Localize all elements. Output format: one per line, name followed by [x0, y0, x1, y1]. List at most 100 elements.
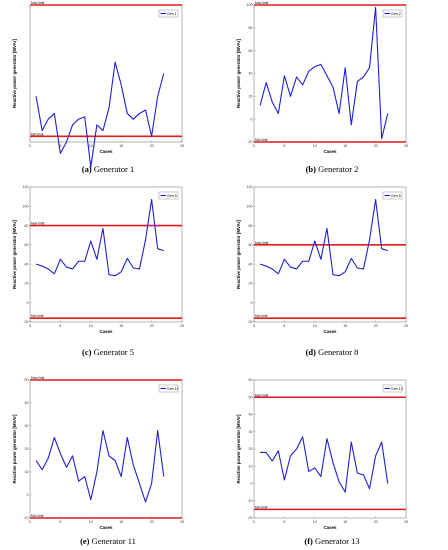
- x-tick-label: 10: [313, 324, 317, 328]
- max-limit-label: Max limit: [255, 393, 268, 397]
- legend-entry: Gen 2: [391, 12, 401, 16]
- x-tick-label: 20: [150, 520, 154, 524]
- y-tick-label: -20: [247, 140, 252, 144]
- plot-area: [253, 4, 407, 143]
- series-line: [35, 61, 165, 168]
- x-tick-label: 10: [313, 520, 317, 524]
- legend-entry: Gen 11: [167, 387, 179, 391]
- x-tick-label: 25: [404, 144, 408, 148]
- x-tick-label: 10: [313, 144, 317, 148]
- x-tick-label: 25: [180, 520, 184, 524]
- x-tick-label: 10: [89, 520, 93, 524]
- caption-letter: (c): [82, 347, 92, 357]
- panel-caption: (f) Generator 13: [304, 536, 359, 546]
- y-tick-label: 10: [249, 464, 253, 468]
- series-line: [35, 198, 164, 277]
- y-tick-label: 60: [249, 243, 253, 247]
- y-tick-label: 0: [27, 493, 29, 497]
- caption-text: Generator 13: [313, 536, 360, 546]
- series-line: [259, 6, 389, 140]
- y-tick-label: 100: [247, 3, 253, 7]
- x-axis-label: Cases: [100, 525, 113, 530]
- min-limit-label: Min limit: [31, 132, 43, 136]
- plot-area: [29, 379, 183, 519]
- x-tick-label: 0: [29, 144, 31, 148]
- y-tick-label: 20: [249, 447, 253, 451]
- y-tick-label: 0: [251, 117, 253, 121]
- x-tick-label: 15: [119, 324, 123, 328]
- y-tick-label: -10: [23, 516, 28, 520]
- y-tick-label: 20: [249, 282, 253, 286]
- y-tick-label: -20: [247, 516, 252, 520]
- caption-letter: (e): [80, 536, 90, 546]
- y-tick-label: 120: [23, 185, 29, 189]
- legend-entry: Gen 5: [167, 194, 177, 198]
- caption-text: Generator 11: [90, 536, 136, 546]
- y-axis-label: Reactive power generator [MVAr]: [236, 38, 241, 108]
- x-tick-label: 20: [150, 144, 154, 148]
- y-tick-label: 60: [25, 243, 29, 247]
- caption-letter: (b): [306, 164, 317, 174]
- caption-text: Generator 1: [92, 164, 134, 174]
- x-tick-label: 20: [374, 144, 378, 148]
- series-line: [35, 430, 165, 503]
- y-tick-label: 0: [251, 482, 253, 486]
- y-axis-label: Reactive power generator [MVAr]: [236, 219, 241, 289]
- y-tick-label: 30: [25, 424, 29, 428]
- x-tick-label: 0: [253, 144, 255, 148]
- x-tick-label: 5: [59, 324, 61, 328]
- y-tick-label: 0: [27, 301, 29, 305]
- x-tick-label: 25: [404, 520, 408, 524]
- caption-letter: (f): [304, 536, 313, 546]
- y-tick-label: 40: [25, 401, 29, 405]
- panel-caption: (c) Generator 5: [82, 347, 134, 357]
- legend-entry: Gen 1: [167, 12, 177, 16]
- y-axis-label: Reactive power generator [MVAr]: [12, 414, 17, 484]
- x-tick-label: 10: [89, 324, 93, 328]
- legend-box: [158, 191, 179, 200]
- y-tick-label: 60: [249, 49, 253, 53]
- y-tick-label: 60: [249, 378, 253, 382]
- x-tick-label: 0: [29, 324, 31, 328]
- caption-letter: (a): [82, 164, 92, 174]
- max-limit-label: Max limit: [31, 222, 44, 226]
- y-tick-label: -20: [23, 320, 28, 324]
- chart-panel-3: 0 5 10 15 20 25-20020406080100120CasesReactiv…: [12, 185, 184, 357]
- y-tick-label: 50: [249, 395, 253, 399]
- legend-entry: Gen 8: [391, 194, 401, 198]
- y-tick-label: 80: [249, 224, 253, 228]
- x-axis-label: Cases: [100, 149, 113, 154]
- y-tick-label: 20: [25, 282, 29, 286]
- y-tick-label: 50: [25, 378, 29, 382]
- series-line: [259, 198, 388, 277]
- max-limit-label: Max limit: [255, 1, 268, 5]
- legend-box: [158, 9, 179, 18]
- x-tick-label: 20: [374, 324, 378, 328]
- y-axis-label: Reactive power generator [MVAr]: [236, 414, 241, 484]
- legend-box: [382, 9, 403, 18]
- x-tick-label: 5: [283, 324, 285, 328]
- chart-panel-6: 0 5 10 15 20 25 -20 -10 0 10 20 30 40 50 60 Cases Reacti…: [236, 378, 408, 546]
- y-tick-label: 100: [23, 204, 29, 208]
- y-tick-label: 40: [249, 262, 253, 266]
- chart-panel-1: 0 5 10 15 20 25 Cases Reactive power generator …: [12, 1, 184, 174]
- x-tick-label: 20: [374, 520, 378, 524]
- y-tick-label: 20: [25, 447, 29, 451]
- x-tick-label: 15: [119, 144, 123, 148]
- y-tick-label: 120: [247, 185, 253, 189]
- x-tick-label: 0: [253, 324, 255, 328]
- x-tick-label: 5: [283, 520, 285, 524]
- x-tick-label: 15: [343, 520, 347, 524]
- caption-text: Generator 5: [91, 347, 133, 357]
- series-line: [260, 436, 389, 493]
- y-tick-label: -10: [247, 499, 252, 503]
- y-tick-label: 30: [249, 430, 253, 434]
- chart-panel-4: 0 5 10 15 20 25-20020406080100120CasesReactiv…: [236, 185, 408, 357]
- y-tick-label: 10: [25, 470, 29, 474]
- x-tick-label: 5: [283, 144, 285, 148]
- x-axis-label: Cases: [324, 149, 337, 154]
- y-tick-label: 0: [251, 301, 253, 305]
- panel-caption: (b) Generator 2: [306, 164, 359, 174]
